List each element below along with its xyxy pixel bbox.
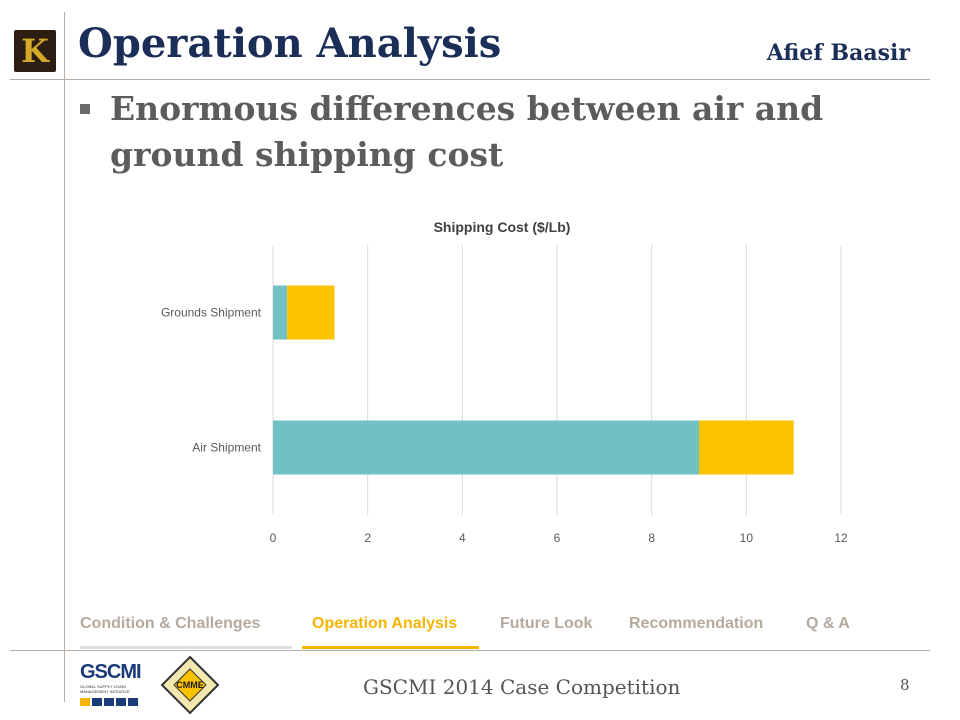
chart-svg: Shipping Cost ($/Lb) 0 2 4 6 8 10 12 Grounds Sh… xyxy=(161,219,848,545)
bullet-square-icon xyxy=(80,104,90,114)
footer-rule xyxy=(10,650,930,651)
gscmi-icons xyxy=(80,698,138,706)
bar-segment xyxy=(287,285,335,340)
bullet-text: Enormous differences between air and gro… xyxy=(110,89,824,174)
gscmi-logo-subtitle: GLOBAL SUPPLY CHAIN MANAGEMENT INITIATIV… xyxy=(80,684,130,694)
x-tick-label: 2 xyxy=(364,531,371,545)
bar-segment xyxy=(699,420,794,475)
x-tick-label: 12 xyxy=(834,531,848,545)
footer-text: GSCMI 2014 Case Competition xyxy=(363,675,681,699)
gscmi-logo: GSCMI GLOBAL SUPPLY CHAIN MANAGEMENT INI… xyxy=(80,661,150,711)
left-vertical-rule xyxy=(64,12,65,702)
x-tick-label: 8 xyxy=(648,531,655,545)
title-rule xyxy=(10,79,930,80)
page-number: 8 xyxy=(900,676,910,694)
nav-operation-analysis[interactable]: Operation Analysis xyxy=(312,615,458,632)
cmme-logo: CMME xyxy=(160,655,220,715)
bar-segment xyxy=(273,420,699,475)
chart-title: Shipping Cost ($/Lb) xyxy=(434,219,571,235)
x-tick-label: 10 xyxy=(740,531,754,545)
company-logo: K xyxy=(14,30,56,72)
logo-letter: K xyxy=(21,32,49,70)
category-label: Air Shipment xyxy=(192,441,261,455)
bar-segment xyxy=(273,285,288,340)
x-tick-label: 6 xyxy=(554,531,561,545)
gscmi-logo-text: GSCMI xyxy=(80,661,142,683)
slide-title: Operation Analysis xyxy=(78,20,502,67)
nav-q-and-a[interactable]: Q & A xyxy=(806,615,850,632)
x-tick-label: 4 xyxy=(459,531,466,545)
author-name: Afief Baasir xyxy=(766,40,910,66)
x-tick-label: 0 xyxy=(270,531,277,545)
nav-active-underline xyxy=(302,646,479,649)
nav-future-look[interactable]: Future Look xyxy=(500,615,593,632)
nav-condition-challenges[interactable]: Condition & Challenges xyxy=(80,615,261,632)
nav-recommendation[interactable]: Recommendation xyxy=(629,615,764,632)
nav-gray-underline xyxy=(80,646,292,649)
shipping-cost-chart: Shipping Cost ($/Lb) 0 2 4 6 8 10 12 Grounds Sh… xyxy=(100,205,900,565)
category-label: Grounds Shipment xyxy=(161,306,262,320)
cmme-logo-text: CMME xyxy=(176,680,204,690)
